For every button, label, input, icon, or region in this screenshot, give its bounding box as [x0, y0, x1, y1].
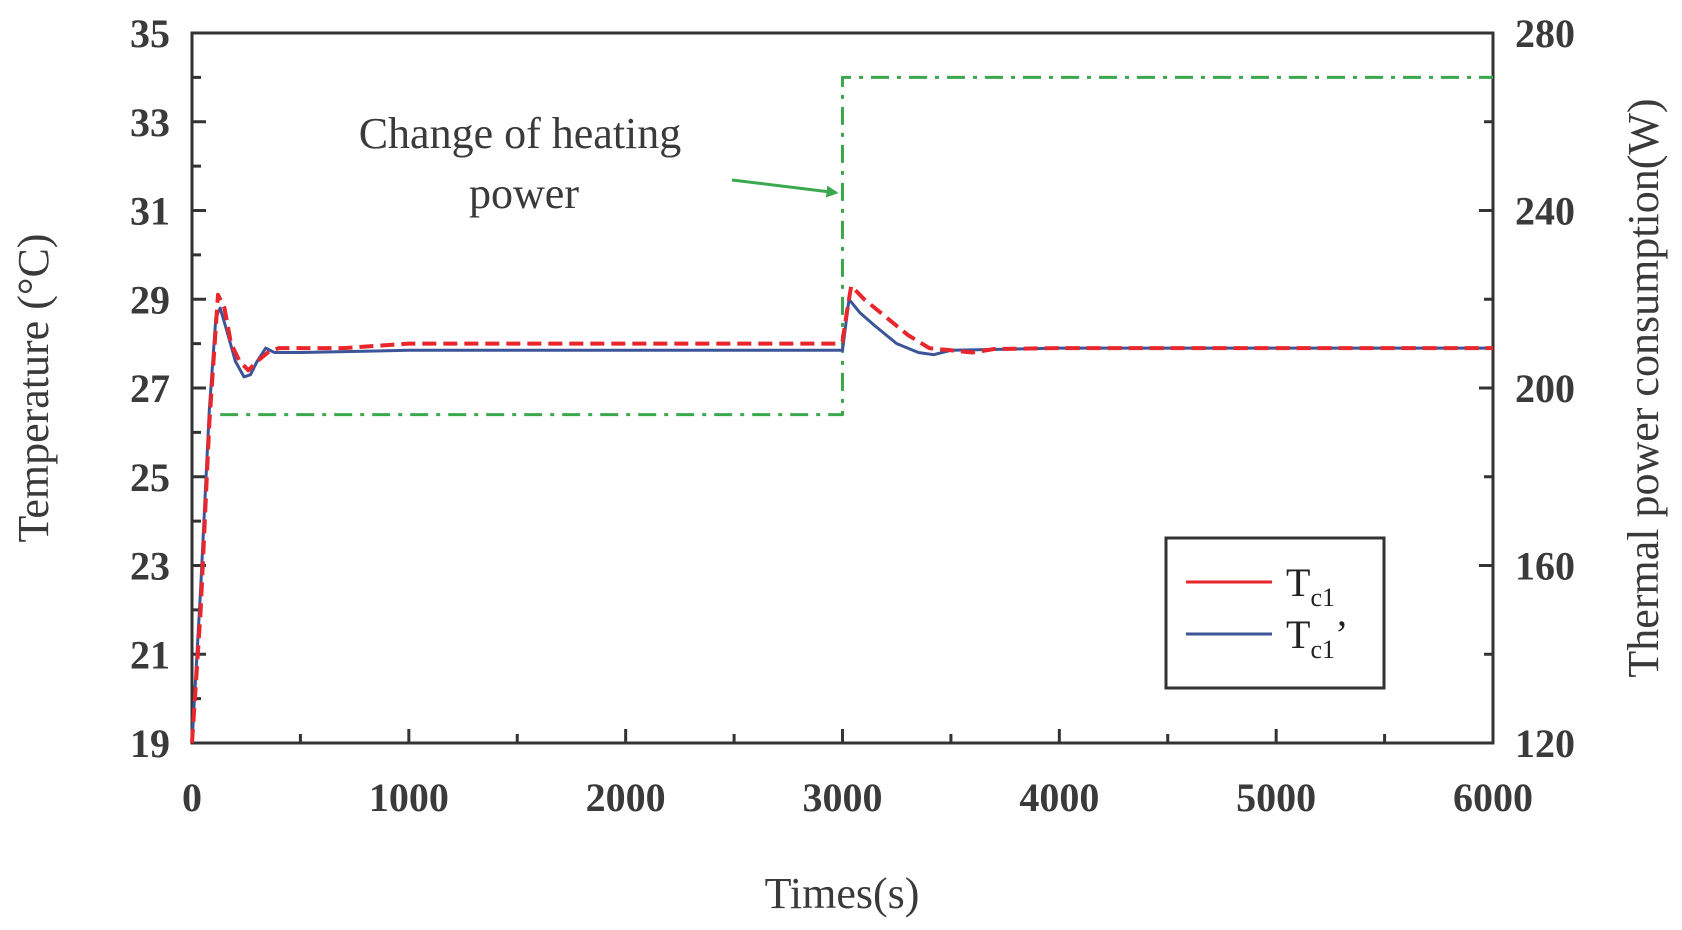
x-tick-label: 2000 — [586, 775, 666, 820]
x-tick-label: 0 — [182, 775, 202, 820]
y-right-tick-label: 120 — [1515, 721, 1575, 766]
y-left-tick-label: 23 — [130, 544, 170, 589]
annotation: Change of heating power — [359, 109, 839, 218]
y-left-axis-title: Temperature (°C) — [9, 234, 58, 543]
series-line-tc1 — [190, 297, 1493, 744]
series-layer — [190, 75, 1493, 744]
x-tick-label: 5000 — [1236, 775, 1316, 820]
y-right-tick-label: 240 — [1515, 189, 1575, 234]
series-line-heating-power — [220, 75, 1493, 417]
y-left-tick-label: 21 — [130, 632, 170, 677]
y-left-tick-label: 33 — [130, 100, 170, 145]
annotation-line-2: power — [469, 169, 579, 218]
y-left-tick-label: 27 — [130, 366, 170, 411]
y-right-axis-ticks: 120 160 200 240 280 — [1479, 11, 1575, 766]
legend-box — [1164, 536, 1386, 690]
y-left-tick-label: 25 — [130, 455, 170, 500]
y-right-axis-title: Thermal power consumption(W) — [1619, 98, 1668, 677]
x-tick-label: 6000 — [1453, 775, 1533, 820]
x-tick-label: 1000 — [369, 775, 449, 820]
y-left-tick-label: 19 — [130, 721, 170, 766]
legend: Tc1 Tc1’ — [1164, 536, 1386, 690]
annotation-arrow — [731, 178, 839, 198]
y-right-tick-label: 280 — [1515, 11, 1575, 56]
y-left-tick-label: 29 — [130, 277, 170, 322]
x-tick-label: 4000 — [1019, 775, 1099, 820]
legend-label-tc1-prime: Tc1’ — [1286, 612, 1348, 664]
y-left-axis-ticks: 19 21 23 25 27 29 31 33 35 — [130, 11, 206, 766]
y-left-tick-label: 35 — [130, 11, 170, 56]
y-left-tick-label: 31 — [130, 189, 170, 234]
y-right-tick-label: 200 — [1515, 366, 1575, 411]
y-right-tick-label: 160 — [1515, 544, 1575, 589]
series-line-tc1 — [190, 283, 1493, 744]
annotation-line-1: Change of heating — [359, 109, 682, 158]
x-tick-label: 3000 — [803, 775, 883, 820]
x-axis-title: Times(s) — [765, 869, 920, 918]
legend-label-tc1: Tc1 — [1286, 560, 1335, 612]
x-axis-ticks: 0 1000 2000 3000 4000 5000 6000 — [182, 729, 1533, 820]
